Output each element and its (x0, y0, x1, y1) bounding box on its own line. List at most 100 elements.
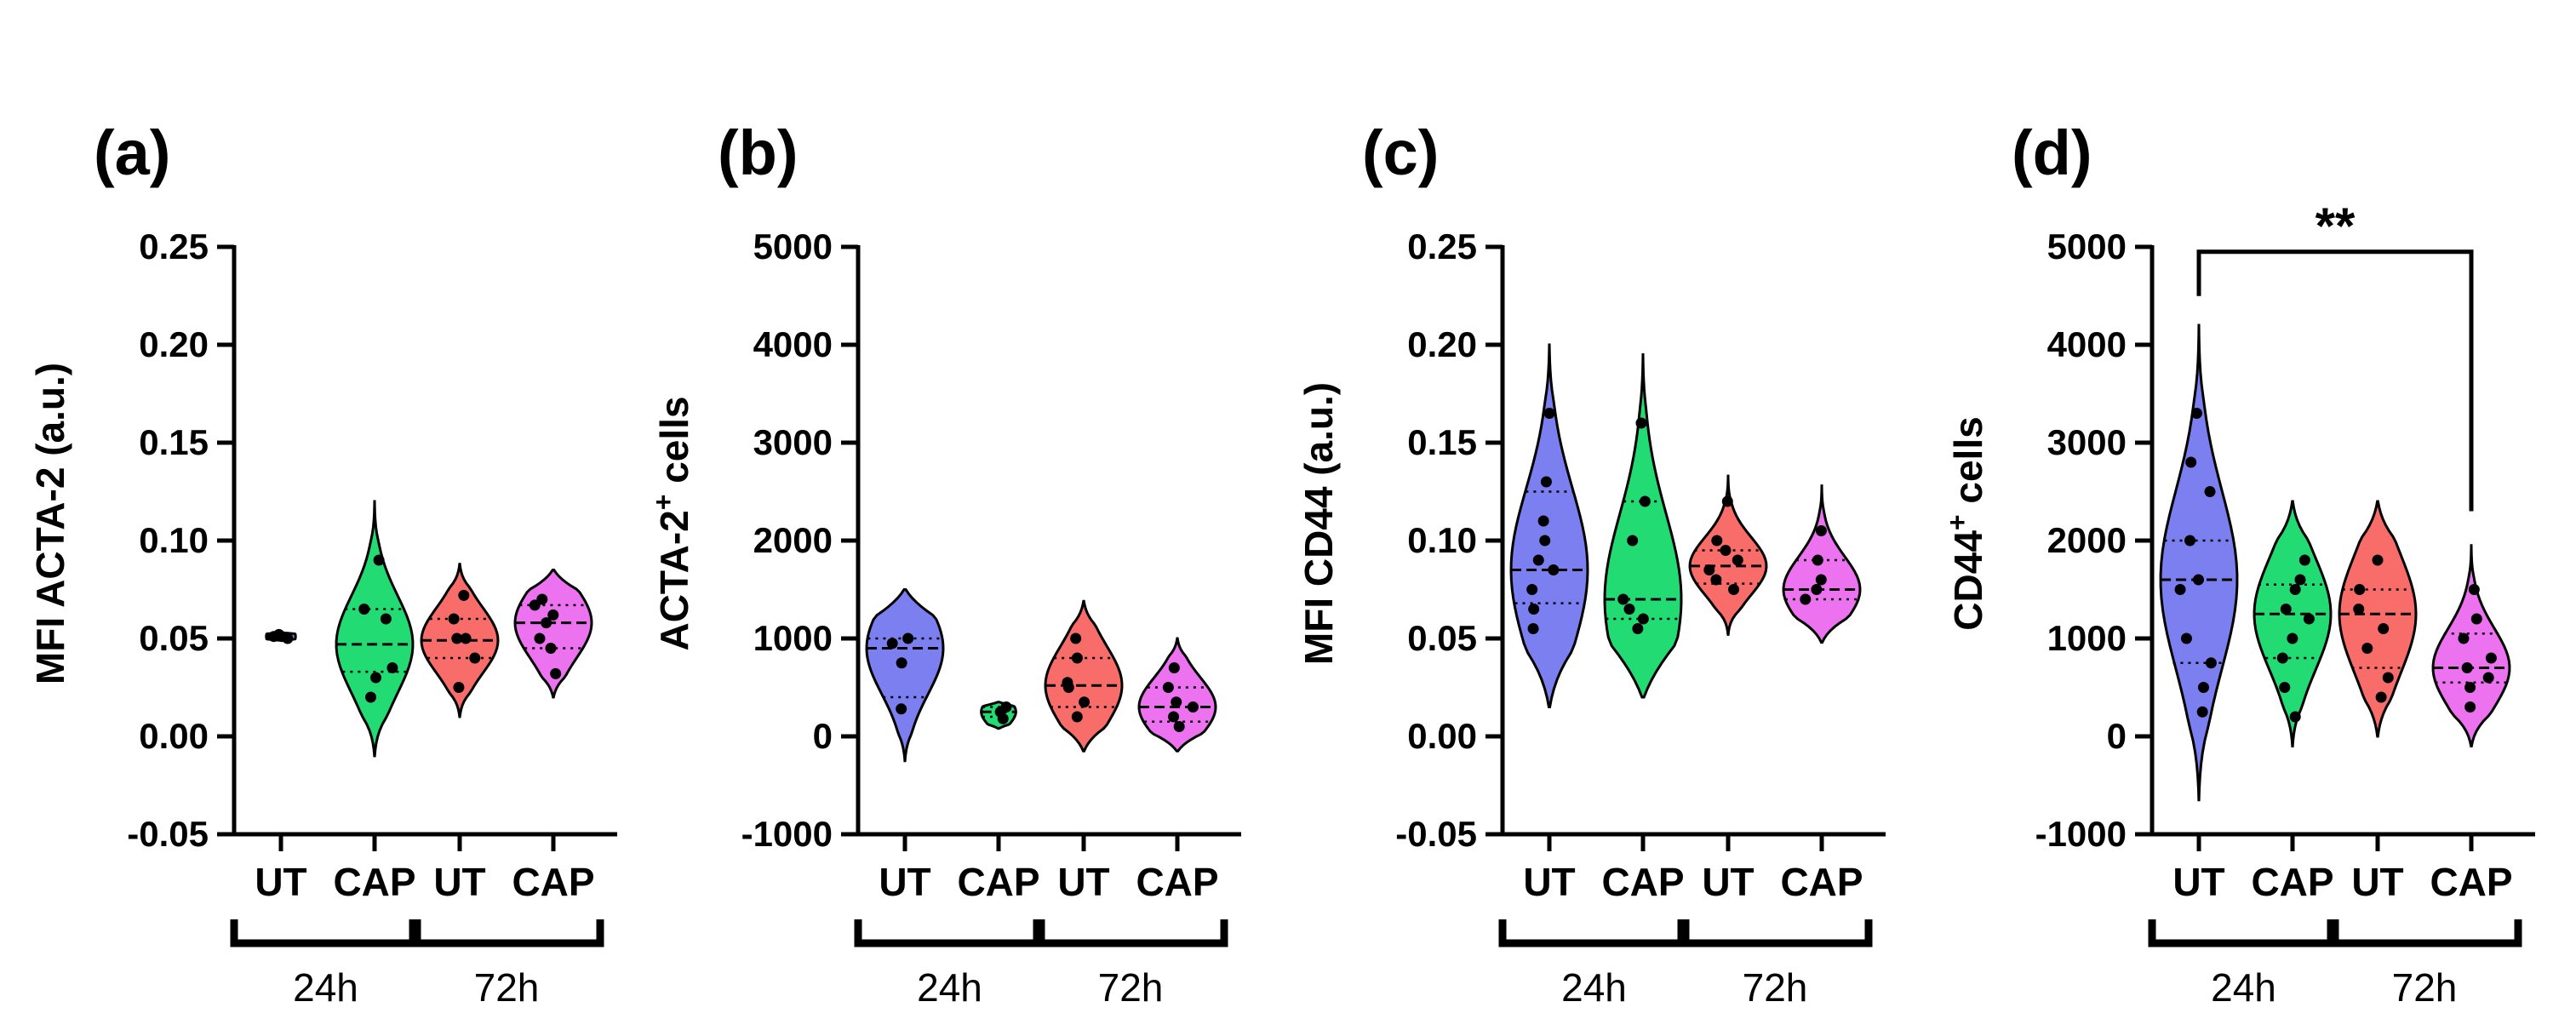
violin-0 (2159, 323, 2239, 802)
y-tick-label: 3000 (753, 422, 833, 462)
time-group-label: 24h (917, 965, 982, 1010)
time-group-label: 72h (1743, 965, 1808, 1010)
data-point (1187, 701, 1199, 713)
group-bracket (854, 919, 1045, 947)
violin-3 (2431, 544, 2511, 747)
y-tick-label: 5000 (2047, 226, 2127, 266)
data-point (364, 691, 376, 703)
group-bracket (2327, 919, 2522, 947)
data-point (1537, 515, 1549, 527)
x-category-label: CAP (2430, 860, 2512, 904)
x-category-label: CAP (2251, 860, 2333, 904)
y-tick-label: 4000 (753, 324, 833, 364)
y-tick-label: 4000 (2047, 324, 2127, 364)
y-axis-label: CD44+ cells (1942, 416, 1990, 630)
data-point (2482, 672, 2494, 684)
data-point (2298, 554, 2310, 566)
y-axis-label-tail: cells (1946, 416, 1990, 514)
violin-2 (1044, 599, 1124, 753)
x-category-label: UT (1057, 860, 1109, 904)
group-bracket (2148, 919, 2339, 947)
data-point (2196, 706, 2208, 718)
data-point (1815, 574, 1827, 586)
y-tick-label: 0.15 (139, 422, 209, 462)
data-point (2276, 652, 2288, 664)
y-axis-label-text: ACTA-2 (652, 510, 696, 650)
data-point (458, 589, 470, 601)
violin-3 (1782, 484, 1862, 644)
data-point (1812, 554, 1823, 566)
x-category-label: UT (2351, 860, 2403, 904)
y-tick-label: -1000 (2035, 814, 2127, 854)
y-axis-label-text: CD44 (1946, 530, 1990, 631)
data-point (2289, 711, 2301, 723)
panel-c: (c) MFI CD44 (a.u.) -0.05 0.00 0.05 0.10 0.15 0… (1297, 117, 1886, 1010)
data-point (1617, 593, 1629, 605)
data-point (448, 613, 460, 625)
y-tick-label: 2000 (753, 520, 833, 560)
data-point (273, 628, 285, 640)
data-point (1623, 604, 1635, 615)
panel-d: (d) CD44+ cells -1000 0 1000 2000 3000 4000 5000… (1942, 117, 2535, 1010)
data-point (2190, 408, 2202, 419)
data-point (1528, 604, 1540, 615)
data-point (2375, 691, 2387, 703)
data-point (2184, 535, 2196, 547)
violin-2 (2338, 500, 2418, 738)
x-category-label: UT (1523, 860, 1575, 904)
data-point (1721, 495, 1733, 507)
panel-a: (a) MFI ACTA-2 (a.u.) -0.05 0.00 0.05 0.10 0.1… (28, 117, 617, 1010)
y-tick-label: 0.20 (139, 324, 209, 364)
data-point (373, 554, 385, 566)
data-point (2289, 584, 2301, 595)
y-tick-label: 0.05 (1407, 618, 1477, 658)
data-point (2461, 662, 2473, 673)
data-point (1548, 564, 1560, 575)
panel-letter: (d) (2012, 117, 2092, 188)
x-category-label: CAP (1136, 860, 1218, 904)
data-point (2468, 584, 2480, 595)
data-point (896, 657, 907, 669)
data-point (2470, 613, 2482, 625)
data-point (1079, 696, 1091, 708)
data-point (2204, 486, 2216, 497)
violin-0 (865, 588, 945, 763)
y-tick-label: 1000 (2047, 618, 2127, 658)
data-point (1815, 525, 1827, 536)
data-point (2205, 657, 2217, 669)
panel-letter: (c) (1362, 117, 1439, 188)
data-point (1703, 564, 1715, 575)
y-axis-label: MFI CD44 (a.u.) (1297, 382, 1341, 665)
violin-3 (1137, 637, 1217, 753)
data-point (1627, 535, 1639, 547)
data-point (2280, 604, 2292, 615)
data-point (2303, 613, 2315, 625)
y-tick-label: -0.05 (127, 814, 209, 854)
data-point (1710, 574, 1722, 586)
data-point (2485, 652, 2497, 664)
data-point (2180, 632, 2192, 644)
data-point (380, 613, 392, 625)
data-point (2353, 604, 2365, 615)
x-category-label: UT (1702, 860, 1754, 904)
y-tick-label: 0 (813, 716, 833, 756)
y-axis-label-sup: + (1942, 514, 1972, 530)
y-tick-label: 0.10 (1407, 520, 1477, 560)
violin-1 (335, 500, 415, 758)
data-point (1632, 623, 1644, 634)
y-axis-label-sup: + (648, 495, 678, 511)
data-point (1071, 711, 1083, 723)
time-group-label: 24h (293, 965, 358, 1010)
data-point (2197, 682, 2209, 693)
data-point (1171, 696, 1182, 708)
x-category-label: UT (879, 860, 930, 904)
group-bracket (1498, 919, 1690, 947)
data-point (2361, 643, 2373, 654)
x-category-label: CAP (957, 860, 1039, 904)
data-point (1540, 476, 1552, 488)
panel-b: (b) ACTA-2+ cells -1000 0 1000 2000 3000 4000 50… (648, 117, 1241, 1010)
data-point (1526, 584, 1538, 595)
data-point (2193, 574, 2205, 586)
y-tick-label: 0 (2107, 716, 2127, 756)
data-point (1071, 652, 1083, 664)
